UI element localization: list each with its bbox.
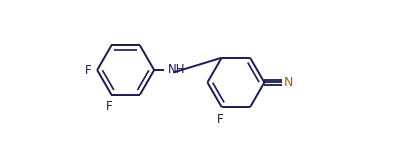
- Text: F: F: [85, 64, 92, 76]
- Text: F: F: [217, 112, 224, 126]
- Text: NH: NH: [168, 63, 185, 76]
- Text: F: F: [105, 100, 112, 113]
- Text: N: N: [284, 76, 293, 89]
